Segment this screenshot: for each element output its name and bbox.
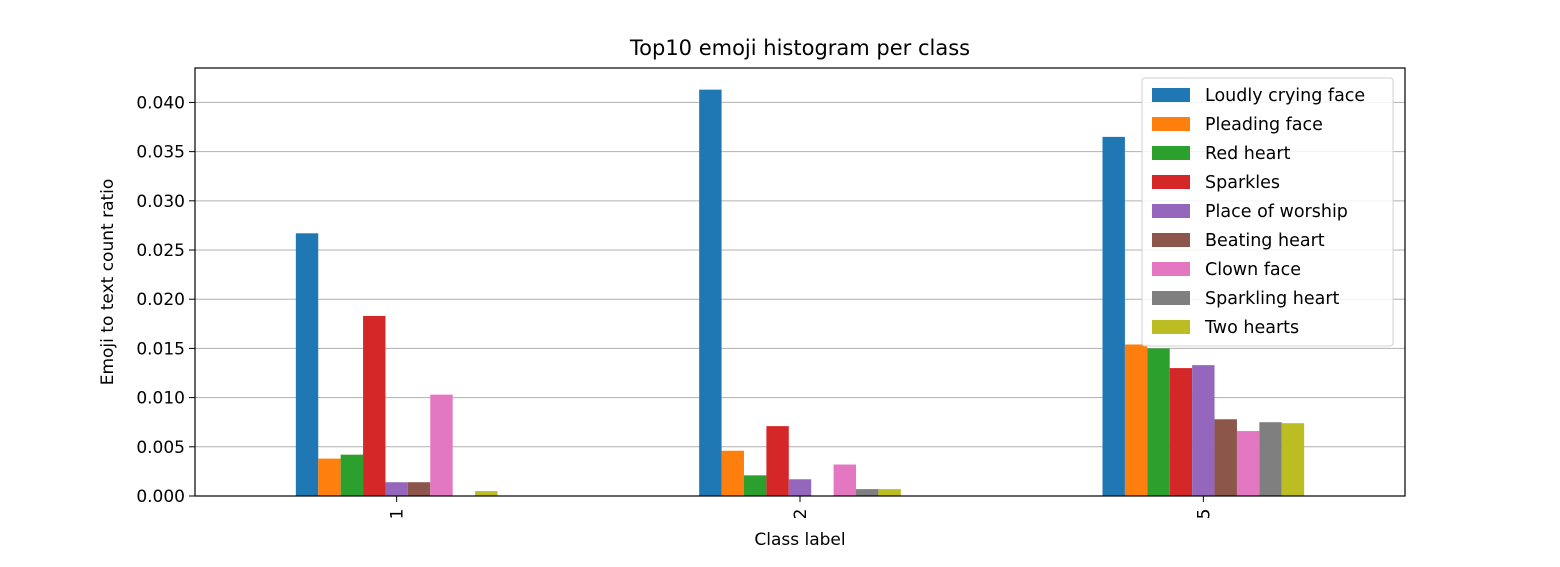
bar [407, 482, 431, 496]
legend-swatch [1152, 233, 1190, 247]
legend-swatch [1152, 291, 1190, 305]
bar [1102, 136, 1125, 496]
legend-swatch [1152, 204, 1190, 218]
legend-label: Sparkling heart [1205, 289, 1340, 309]
bar [743, 475, 767, 496]
x-axis: 1 2 5 [388, 496, 1214, 520]
y-tick-label: 0.015 [136, 339, 185, 359]
x-axis-label: Class label [754, 530, 845, 550]
bar [385, 482, 408, 496]
y-axis: 0.000 0.005 0.010 0.015 0.020 0.025 0.030 0.035… [136, 93, 195, 507]
bar [1192, 365, 1215, 496]
bar [1124, 344, 1148, 496]
bars [295, 89, 1305, 497]
legend-swatch [1152, 146, 1190, 160]
bar [318, 458, 341, 496]
bar [1281, 423, 1305, 496]
y-tick-label: 0.025 [136, 241, 185, 261]
y-tick-label: 0.040 [136, 93, 185, 113]
y-tick-label: 0.020 [136, 290, 185, 310]
legend-label: Pleading face [1205, 115, 1323, 135]
bar [295, 233, 319, 496]
y-tick-label: 0.030 [136, 192, 185, 212]
chart-title: Top10 emoji histogram per class [629, 36, 970, 60]
y-tick-label: 0.035 [136, 143, 185, 163]
bar [878, 489, 901, 496]
legend-label: Red heart [1205, 144, 1291, 164]
bar [363, 315, 386, 496]
legend-swatch [1152, 262, 1190, 276]
legend-label: Two hearts [1204, 318, 1299, 338]
bar [1236, 431, 1260, 496]
bar [833, 464, 857, 496]
y-axis-label: Emoji to text count ratio [98, 179, 118, 386]
bar [788, 479, 812, 496]
legend: Loudly crying face Pleading face Red heart… [1141, 77, 1394, 347]
bar [721, 450, 744, 496]
bar [1259, 422, 1282, 496]
bar [1147, 348, 1170, 496]
legend-label: Clown face [1205, 260, 1301, 280]
grid-lines [195, 101, 1405, 497]
legend-swatch [1152, 88, 1190, 102]
y-tick-label: 0.000 [136, 487, 185, 507]
legend-swatch [1152, 320, 1190, 334]
bar [766, 426, 789, 496]
bar [340, 454, 364, 496]
legend-label: Place of worship [1205, 202, 1348, 222]
bar [1214, 419, 1237, 496]
legend-label: Sparkles [1205, 173, 1280, 193]
bar [430, 394, 453, 496]
bar [856, 489, 879, 496]
legend-swatch [1152, 175, 1190, 189]
bar [1169, 368, 1193, 496]
bar [699, 89, 722, 497]
x-tick-label: 1 [388, 509, 408, 520]
x-tick-label: 2 [791, 509, 811, 520]
x-tick-label: 5 [1194, 509, 1214, 520]
legend-label: Loudly crying face [1205, 86, 1365, 106]
legend-label: Beating heart [1205, 231, 1325, 251]
legend-frame [1141, 77, 1394, 347]
y-tick-label: 0.010 [136, 389, 185, 409]
bar [475, 491, 498, 496]
legend-swatch [1152, 117, 1190, 131]
y-tick-label: 0.005 [136, 438, 185, 458]
